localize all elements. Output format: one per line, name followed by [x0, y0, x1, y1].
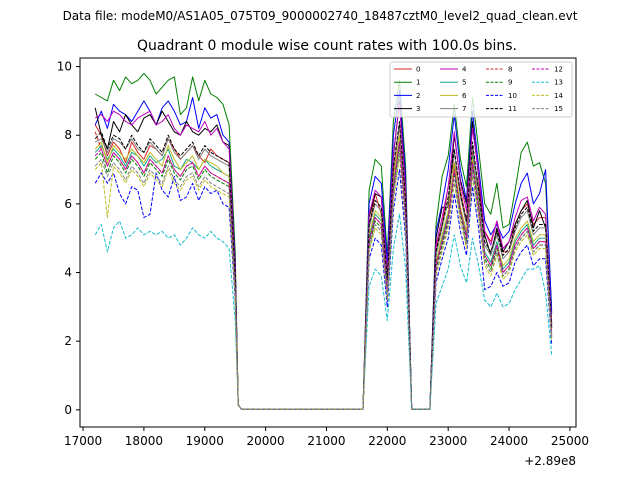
x-tick-label: 20000 — [247, 434, 285, 448]
x-tick-label: 22000 — [368, 434, 406, 448]
legend-label-13: 13 — [554, 79, 563, 87]
y-tick-label: 2 — [64, 334, 72, 348]
legend-label-4: 4 — [462, 66, 467, 74]
data-file-label: Data file: modeM0/AS1A05_075T09_90000027… — [63, 9, 578, 23]
legend-label-0: 0 — [416, 66, 420, 74]
x-offset-label: +2.89e8 — [524, 454, 576, 468]
x-tick-label: 18000 — [125, 434, 163, 448]
series-line-15 — [94, 151, 553, 410]
legend-label-5: 5 — [462, 79, 466, 87]
chart-title: Quadrant 0 module wise count rates with … — [137, 38, 517, 54]
x-tick-label: 21000 — [307, 434, 345, 448]
legend-label-7: 7 — [462, 105, 466, 113]
axes-frame — [79, 57, 577, 428]
legend-label-3: 3 — [416, 105, 420, 113]
legend-label-9: 9 — [508, 79, 512, 87]
legend-label-6: 6 — [462, 92, 467, 100]
x-tick-label: 23000 — [429, 434, 467, 448]
y-tick-label: 6 — [64, 197, 72, 211]
y-axis: 0 2 4 6 8 10 — [57, 60, 80, 417]
y-tick-label: 0 — [64, 403, 72, 417]
y-tick-label: 10 — [57, 60, 72, 74]
legend-label-10: 10 — [508, 92, 517, 100]
y-tick-label: 8 — [64, 128, 72, 142]
x-tick-label: 25000 — [551, 434, 589, 448]
x-tick-label: 24000 — [490, 434, 528, 448]
legend-label-15: 15 — [554, 105, 563, 113]
x-tick-label: 19000 — [186, 434, 224, 448]
legend-label-14: 14 — [554, 92, 563, 100]
legend-label-11: 11 — [508, 105, 517, 113]
legend-label-1: 1 — [416, 79, 420, 87]
series-line-8 — [94, 131, 553, 410]
series-line-11 — [94, 121, 553, 410]
series-line-3 — [94, 100, 553, 410]
legend-label-8: 8 — [508, 66, 512, 74]
series-layer — [94, 72, 553, 410]
legend-frame — [389, 61, 573, 118]
y-tick-label: 4 — [64, 266, 72, 280]
plot-area: 17000 18000 19000 20000 21000 22000 23000 24000… — [57, 57, 589, 468]
legend-label-2: 2 — [416, 92, 420, 100]
x-axis: 17000 18000 19000 20000 21000 22000 23000 24000… — [64, 427, 589, 448]
series-line-12 — [94, 141, 553, 410]
legend-label-12: 12 — [554, 66, 563, 74]
x-tick-label: 17000 — [64, 434, 102, 448]
